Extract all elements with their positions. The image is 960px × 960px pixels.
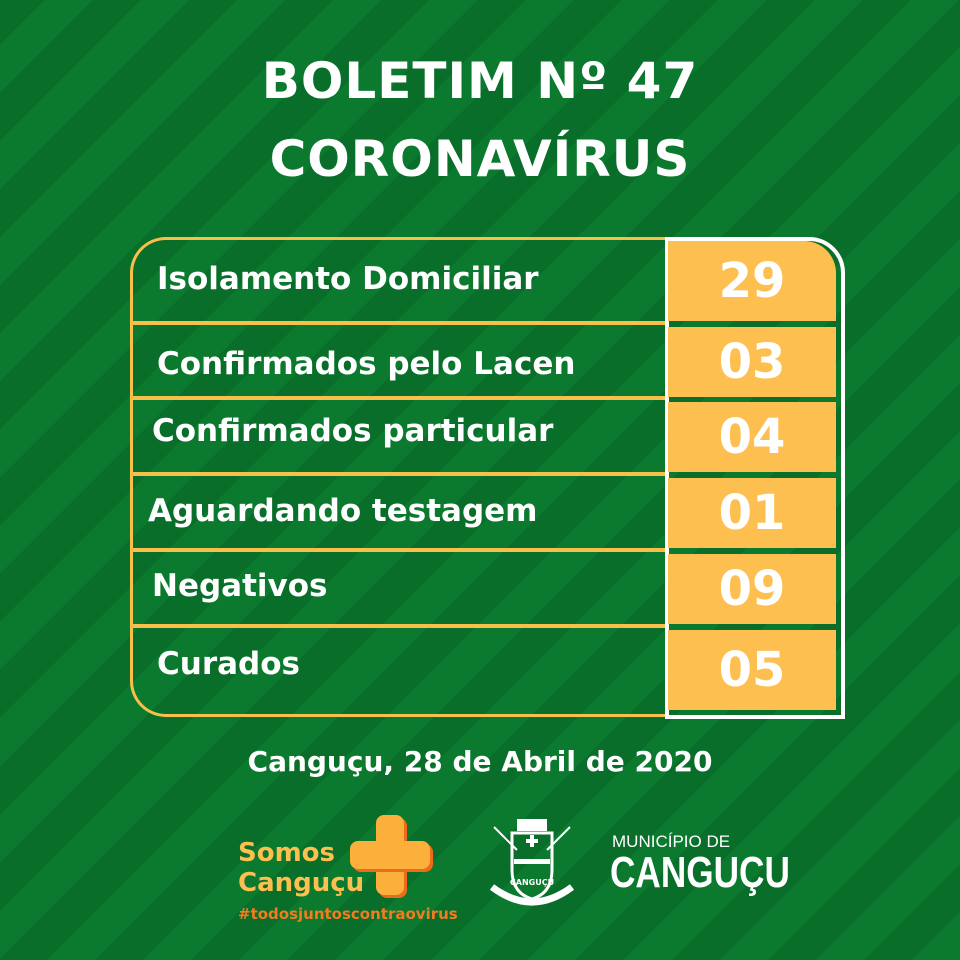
row-divider [133, 548, 665, 552]
bulletin-title: BOLETIM Nº 47 [261, 52, 699, 110]
row-divider [133, 396, 665, 400]
campaign-line1: Somos [238, 838, 336, 868]
row-value: 09 [668, 554, 836, 624]
campaign-logo: Somos Canguçu [238, 838, 364, 898]
row-value: 03 [668, 327, 836, 397]
row-value: 29 [668, 241, 836, 321]
row-value: 01 [668, 478, 836, 548]
row-divider [133, 321, 665, 325]
row-label: Curados [157, 646, 300, 682]
row-label: Negativos [152, 568, 328, 604]
plus-icon [350, 815, 430, 895]
row-label: Isolamento Domiciliar [157, 261, 539, 297]
hashtag: #todosjuntoscontraovirus [238, 905, 458, 923]
row-divider [133, 472, 665, 476]
label-column-frame [130, 237, 668, 717]
row-value: 05 [668, 630, 836, 710]
bulletin-date: Canguçu, 28 de Abril de 2020 [247, 745, 713, 778]
municipio-label: MUNICÍPIO DE [612, 832, 731, 851]
stats-table: Isolamento Domiciliar 29 Confirmados pel… [130, 237, 845, 719]
campaign-line2: Canguçu [238, 868, 365, 898]
row-label: Confirmados particular [152, 413, 554, 449]
row-label: Aguardando testagem [148, 493, 538, 529]
seal-text: CANGUÇU [510, 878, 554, 887]
municipio-name: CANGUÇU [610, 848, 790, 897]
row-value: 04 [668, 402, 836, 472]
row-label: Confirmados pelo Lacen [157, 346, 576, 382]
row-divider [133, 624, 665, 628]
bulletin-subtitle: CORONAVÍRUS [269, 130, 691, 188]
coat-of-arms-icon: CANGUÇU [489, 819, 575, 906]
value-column-frame [665, 237, 845, 719]
